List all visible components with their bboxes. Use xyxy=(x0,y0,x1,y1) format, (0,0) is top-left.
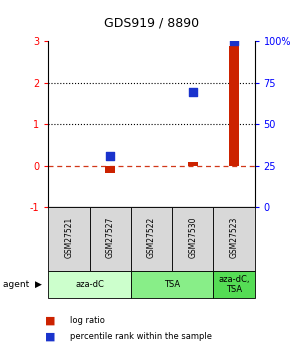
Bar xyxy=(131,271,213,298)
Text: percentile rank within the sample: percentile rank within the sample xyxy=(70,332,212,341)
Text: GDS919 / 8890: GDS919 / 8890 xyxy=(104,16,199,29)
Text: ■: ■ xyxy=(45,316,56,326)
Bar xyxy=(48,207,90,271)
Text: agent  ▶: agent ▶ xyxy=(3,280,42,289)
Bar xyxy=(105,166,115,173)
Text: GSM27530: GSM27530 xyxy=(188,217,197,258)
Text: ■: ■ xyxy=(45,332,56,341)
Bar xyxy=(213,207,255,271)
Text: log ratio: log ratio xyxy=(70,316,105,325)
Bar xyxy=(48,271,131,298)
Text: GSM27522: GSM27522 xyxy=(147,217,156,258)
Bar xyxy=(131,207,172,271)
Point xyxy=(108,154,113,159)
Text: aza-dC: aza-dC xyxy=(75,280,104,289)
Text: GSM27521: GSM27521 xyxy=(65,217,74,258)
Bar xyxy=(229,46,239,166)
Text: GSM27523: GSM27523 xyxy=(229,217,238,258)
Text: TSA: TSA xyxy=(164,280,180,289)
Point xyxy=(231,39,236,44)
Bar xyxy=(188,162,198,166)
Bar xyxy=(90,207,131,271)
Text: GSM27527: GSM27527 xyxy=(106,217,115,258)
Point xyxy=(190,89,195,95)
Bar xyxy=(213,271,255,298)
Bar xyxy=(172,207,213,271)
Text: aza-dC,
TSA: aza-dC, TSA xyxy=(218,275,250,294)
